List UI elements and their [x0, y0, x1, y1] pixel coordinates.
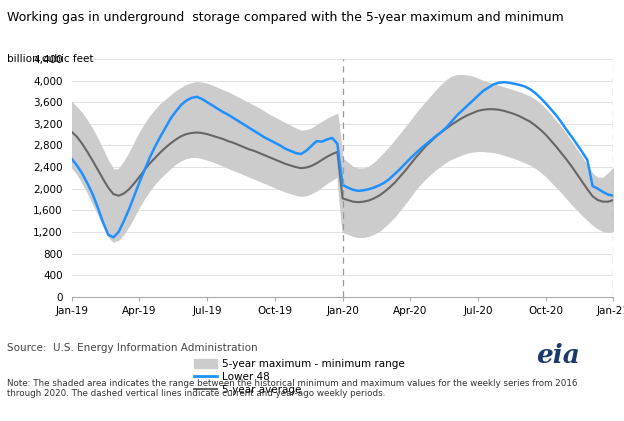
Text: Working gas in underground  storage compared with the 5-year maximum and minimum: Working gas in underground storage compa…: [7, 11, 564, 24]
Text: Source:  U.S. Energy Information Administration: Source: U.S. Energy Information Administ…: [7, 343, 258, 353]
Text: billion cubic feet: billion cubic feet: [7, 54, 94, 64]
Legend: 5-year maximum - minimum range, Lower 48, 5-year average: 5-year maximum - minimum range, Lower 48…: [194, 359, 405, 395]
Text: eia: eia: [537, 343, 580, 368]
Text: Note: The shaded area indicates the range between the historical minimum and max: Note: The shaded area indicates the rang…: [7, 379, 578, 398]
